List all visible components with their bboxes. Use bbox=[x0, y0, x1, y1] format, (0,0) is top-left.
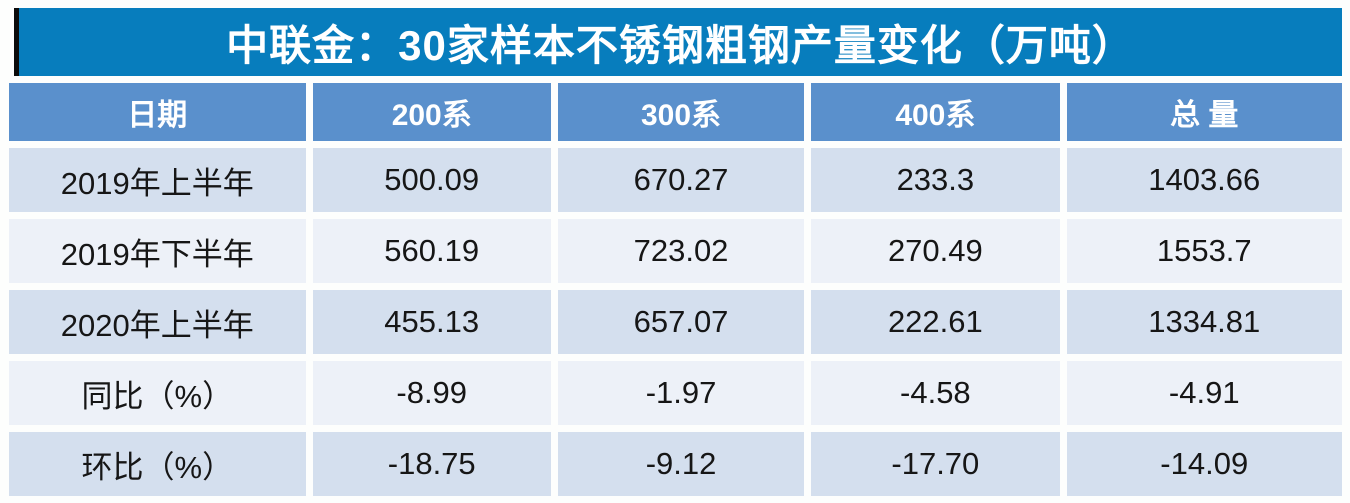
table-cell: -8.99 bbox=[312, 361, 551, 425]
table-cell: 1553.7 bbox=[1066, 219, 1342, 283]
table-cell: -18.75 bbox=[312, 432, 551, 496]
table-cell: 1334.81 bbox=[1066, 290, 1342, 354]
table-cell: 222.61 bbox=[811, 290, 1060, 354]
table-cell: 233.3 bbox=[811, 148, 1060, 212]
row-label: 2019年下半年 bbox=[9, 219, 306, 283]
table-cell: 657.07 bbox=[557, 290, 805, 354]
page-title: 中联金：30家样本不锈钢粗钢产量变化（万吨） bbox=[226, 21, 1135, 69]
table-cell: 455.13 bbox=[312, 290, 551, 354]
table-cell: 1403.66 bbox=[1066, 148, 1342, 212]
table-cell: -1.97 bbox=[557, 361, 805, 425]
table-cell: 560.19 bbox=[312, 219, 551, 283]
column-header-300: 300系 bbox=[557, 83, 805, 141]
column-header-200: 200系 bbox=[312, 83, 551, 141]
table-cell: -14.09 bbox=[1066, 432, 1342, 496]
row-label: 2019年上半年 bbox=[9, 148, 306, 212]
table-cell: 670.27 bbox=[557, 148, 805, 212]
table-cell: -9.12 bbox=[557, 432, 805, 496]
table-title-bar: 中联金：30家样本不锈钢粗钢产量变化（万吨） bbox=[14, 8, 1342, 76]
column-header-400: 400系 bbox=[811, 83, 1060, 141]
table-cell: -17.70 bbox=[811, 432, 1060, 496]
table-cell: 500.09 bbox=[312, 148, 551, 212]
row-label: 2020年上半年 bbox=[9, 290, 306, 354]
table-cell: 270.49 bbox=[811, 219, 1060, 283]
table-cell: 723.02 bbox=[557, 219, 805, 283]
column-header-date: 日期 bbox=[9, 83, 306, 141]
table-cell: -4.91 bbox=[1066, 361, 1342, 425]
table-cell: -4.58 bbox=[811, 361, 1060, 425]
column-header-total: 总 量 bbox=[1066, 83, 1342, 141]
row-label: 同比（%） bbox=[9, 361, 306, 425]
row-label: 环比（%） bbox=[9, 432, 306, 496]
data-table: 日期 200系 300系 400系 总 量 2019年上半年 500.09 67… bbox=[9, 83, 1342, 496]
